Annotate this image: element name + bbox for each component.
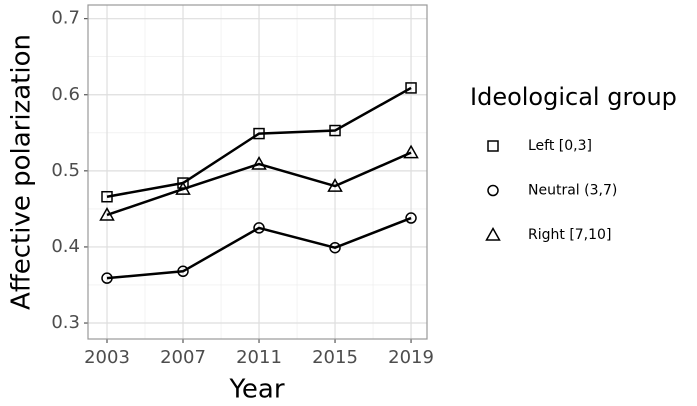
- point: [253, 222, 265, 234]
- x-tick-label: 2011: [236, 347, 282, 368]
- point: [99, 206, 115, 221]
- point: [101, 272, 113, 284]
- point: [253, 127, 265, 140]
- x-tick-label: 2007: [160, 347, 206, 368]
- legend-label: Right [7,10]: [528, 227, 611, 243]
- y-tick-label: 0.3: [51, 312, 80, 333]
- point: [327, 178, 343, 192]
- y-tick-label: 0.7: [51, 8, 80, 29]
- legend-title: Ideological group: [470, 83, 677, 111]
- x-tick-label: 2015: [312, 347, 358, 368]
- series-line: [106, 151, 412, 217]
- y-tick-label: 0.4: [51, 236, 80, 257]
- y-tick-label: 0.5: [51, 160, 80, 181]
- series-line: [106, 216, 412, 280]
- legend-label: Neutral (3,7): [528, 183, 617, 199]
- point: [329, 124, 341, 137]
- legend-label: Left [0,3]: [528, 138, 592, 154]
- plot-border: [87, 4, 428, 340]
- point: [101, 190, 113, 203]
- point: [405, 212, 417, 224]
- point: [405, 82, 417, 94]
- plot-panel: [88, 5, 427, 339]
- point: [487, 184, 499, 197]
- x-axis-title: Year: [228, 375, 284, 405]
- x-tick-label: 2003: [84, 347, 130, 368]
- y-axis-title: Affective polarization: [7, 34, 37, 310]
- point: [251, 155, 267, 170]
- point: [177, 265, 189, 278]
- series-line: [106, 86, 412, 198]
- point: [485, 226, 501, 241]
- point: [403, 144, 419, 159]
- point: [487, 140, 499, 152]
- point: [329, 241, 341, 254]
- x-tick-label: 2019: [388, 347, 434, 368]
- point: [175, 181, 191, 195]
- y-tick-label: 0.6: [51, 84, 80, 105]
